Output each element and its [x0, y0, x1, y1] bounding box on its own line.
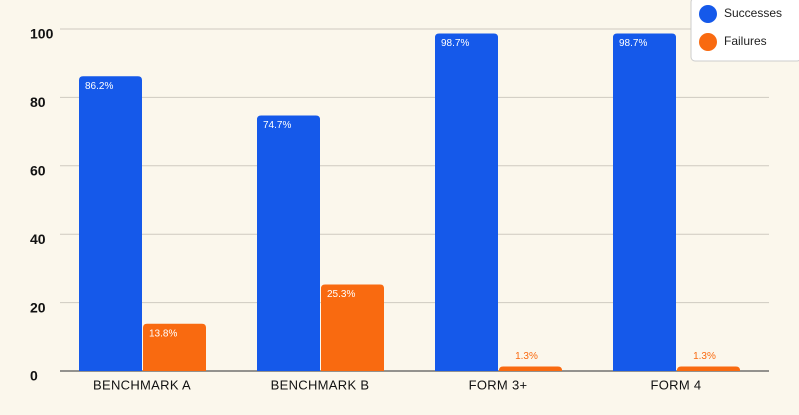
bar — [613, 33, 676, 372]
x-tick-label: BENCHMARK B — [271, 377, 370, 392]
bar — [499, 366, 562, 371]
bar — [677, 366, 740, 371]
value-label: 86.2% — [85, 81, 113, 92]
bar — [321, 284, 384, 371]
legend-label: Failures — [724, 34, 767, 48]
legend-box — [690, 0, 799, 62]
x-tick-label: FORM 4 — [651, 377, 702, 392]
value-label: 1.3% — [515, 351, 538, 362]
y-tick-label: 100 — [30, 26, 54, 42]
x-tick-label: FORM 3+ — [469, 377, 528, 392]
legend-label: Successes — [724, 6, 782, 20]
x-tick-label: BENCHMARK A — [93, 377, 191, 392]
bar — [79, 76, 142, 372]
value-label: 1.3% — [693, 351, 716, 362]
y-tick-label: 0 — [30, 368, 38, 384]
legend-swatch — [699, 33, 717, 51]
bar — [435, 33, 498, 372]
bar — [257, 115, 320, 371]
y-tick-label: 60 — [30, 163, 46, 179]
bar — [143, 323, 206, 371]
y-tick-label: 20 — [30, 299, 46, 315]
value-label: 74.7% — [263, 120, 291, 131]
value-label: 25.3% — [327, 289, 355, 300]
y-tick-label: 40 — [30, 231, 46, 247]
value-label: 13.8% — [149, 328, 177, 339]
value-label: 98.7% — [619, 38, 647, 49]
legend-swatch — [699, 5, 717, 23]
value-label: 98.7% — [441, 38, 469, 49]
y-tick-label: 80 — [30, 94, 46, 110]
